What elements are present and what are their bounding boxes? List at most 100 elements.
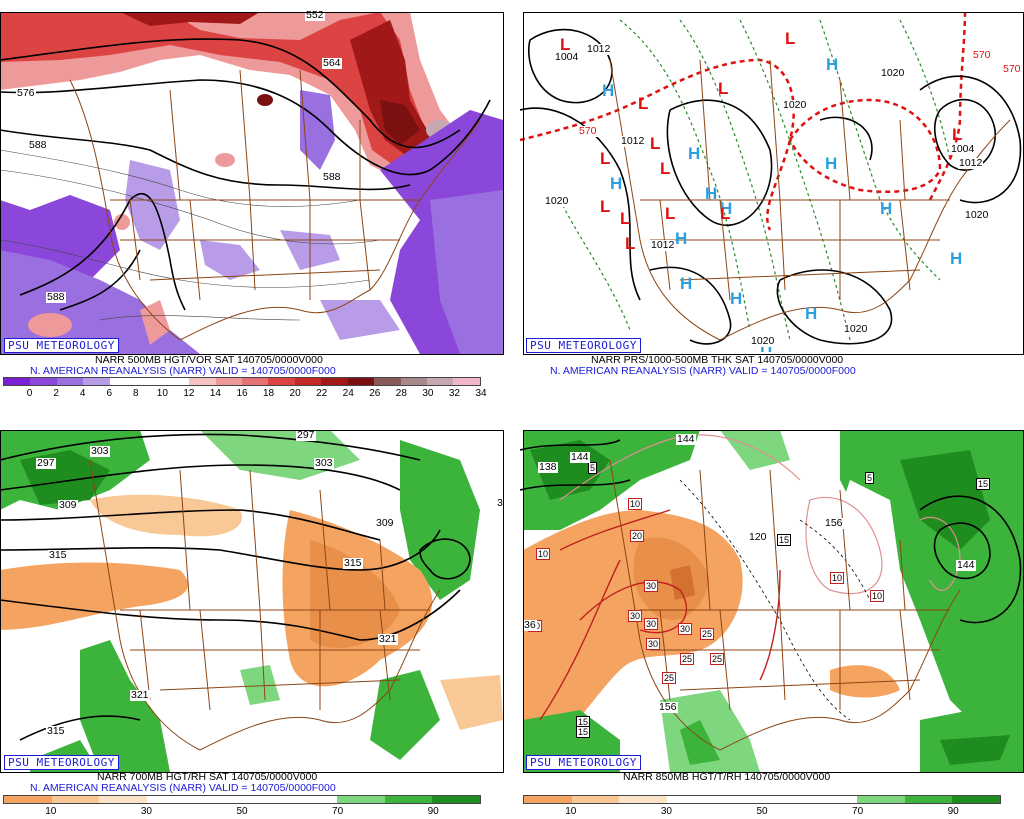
- pressure-label: 1020: [843, 323, 869, 335]
- temperature-box: 30: [678, 623, 693, 635]
- pressure-label: 1020: [750, 335, 776, 347]
- color-scale-tick: 16: [236, 388, 248, 399]
- panel-700mb-rh: 297 297 303 303 309 309 315 315 321 321 …: [0, 420, 504, 819]
- pressure-label: 1012: [586, 43, 612, 55]
- thickness-label: 570: [578, 125, 598, 137]
- color-scale-swatch: [761, 796, 810, 803]
- temperature-box: 15: [777, 534, 792, 546]
- color-scale-swatch: [952, 796, 1000, 803]
- thickness-label: 570: [1002, 63, 1022, 75]
- low-pressure-marker: L: [625, 234, 636, 253]
- color-scale-tick: 4: [79, 388, 86, 399]
- color-scale-swatch: [30, 378, 57, 385]
- height-label: 120: [748, 531, 768, 543]
- color-scale-swatch: [427, 378, 454, 385]
- contour-label: 588: [322, 171, 342, 183]
- contour-label: 3: [496, 497, 504, 509]
- low-pressure-marker: L: [660, 159, 671, 178]
- color-scale-swatch: [619, 796, 667, 803]
- temperature-box: 10: [628, 498, 643, 510]
- color-scale-tick: 10: [45, 806, 57, 817]
- pressure-label: 1020: [782, 99, 808, 111]
- color-scale-tick: 70: [332, 806, 344, 817]
- color-scale-tick: 30: [422, 388, 434, 399]
- contour-label: 315: [46, 725, 66, 737]
- psu-logo: PSU METEOROLOGY: [526, 755, 641, 770]
- color-scale-swatch: [337, 796, 385, 803]
- temperature-box: 15: [976, 478, 991, 490]
- high-pressure-marker: H: [730, 289, 743, 308]
- temperature-box: 30: [644, 618, 659, 630]
- rh700-map: [0, 430, 503, 772]
- color-scale-tick: 22: [316, 388, 328, 399]
- temperature-box: 25: [710, 653, 725, 665]
- psu-logo: PSU METEOROLOGY: [526, 338, 641, 353]
- caption-line2: N. AMERICAN REANALYSIS (NARR) VALID = 14…: [30, 365, 336, 377]
- high-pressure-marker: H: [688, 144, 701, 163]
- color-scale-swatch: [51, 796, 100, 803]
- contour-label: 588: [28, 139, 48, 151]
- color-scale-swatch: [136, 378, 163, 385]
- color-scale-tick: 14: [209, 388, 221, 399]
- color-scale-tick: 30: [660, 806, 672, 817]
- high-pressure-marker: H: [675, 229, 688, 248]
- temperature-box: 30: [628, 610, 643, 622]
- color-scale-swatch: [194, 796, 242, 803]
- color-scale-tick: 18: [262, 388, 275, 399]
- color-scale-swatch: [289, 796, 338, 803]
- low-pressure-marker: L: [620, 209, 631, 228]
- contour-label: 303: [314, 457, 334, 469]
- contour-label: 321: [378, 633, 398, 645]
- color-scale-tick: 20: [289, 388, 301, 399]
- low-pressure-marker: L: [720, 204, 731, 223]
- color-scale-tick: 90: [947, 806, 959, 817]
- color-scale-swatch: [432, 796, 480, 803]
- color-scale-tick: 30: [140, 806, 152, 817]
- high-pressure-marker: H: [825, 154, 838, 173]
- high-pressure-marker: H: [805, 304, 818, 323]
- color-scale-tick: 50: [236, 806, 248, 817]
- temperature-box: 25: [680, 653, 695, 665]
- low-pressure-marker: L: [560, 35, 571, 54]
- pressure-label: 1020: [544, 195, 570, 207]
- temperature-box: 10: [830, 572, 845, 584]
- color-scale-swatch: [904, 796, 953, 803]
- temperature-box: 10: [536, 548, 551, 560]
- contour-label: 321: [130, 689, 150, 701]
- psu-logo: PSU METEOROLOGY: [4, 338, 119, 353]
- contour-label: 588: [46, 291, 66, 303]
- temperature-box: 5: [865, 472, 875, 484]
- contour-label: 297: [36, 457, 56, 469]
- thickness-label: 570: [972, 49, 992, 61]
- low-pressure-marker: L: [665, 204, 676, 223]
- color-scale-swatch: [83, 378, 110, 385]
- t850-map: [520, 430, 1023, 772]
- panel-500mb-vorticity: 552 564 576 588 588 588 PSU METEOROLOGY …: [0, 0, 504, 402]
- color-scale-swatch: [321, 378, 348, 385]
- height-label: 138: [538, 461, 558, 473]
- height-label: 36: [523, 619, 537, 631]
- temperature-box: 25: [662, 672, 677, 684]
- high-pressure-marker: H: [826, 55, 839, 74]
- low-pressure-marker: L: [600, 197, 611, 216]
- color-scale-swatch: [4, 378, 31, 385]
- color-scale-swatch: [109, 378, 137, 385]
- color-scale-tick: 10: [565, 806, 577, 817]
- high-pressure-marker: H: [602, 81, 615, 100]
- color-scale-bar: [523, 795, 1001, 804]
- color-scale-tick: 24: [342, 388, 354, 399]
- color-scale-tick: 34: [475, 388, 487, 399]
- color-scale-swatch: [857, 796, 905, 803]
- temperature-box: 15: [576, 726, 591, 738]
- high-pressure-marker: H: [950, 249, 963, 268]
- temperature-box: 5: [588, 462, 598, 474]
- contour-label: 309: [375, 517, 395, 529]
- caption-line2: N. AMERICAN REANALYSIS (NARR) VALID = 14…: [30, 782, 336, 794]
- color-scale-swatch: [241, 796, 290, 803]
- contour-label: 303: [90, 445, 110, 457]
- color-scale-tick: 28: [395, 388, 407, 399]
- temperature-box: 30: [644, 580, 659, 592]
- color-scale-tick: 26: [369, 388, 381, 399]
- color-scale-tick: 12: [183, 388, 195, 399]
- color-scale-swatch: [524, 796, 572, 803]
